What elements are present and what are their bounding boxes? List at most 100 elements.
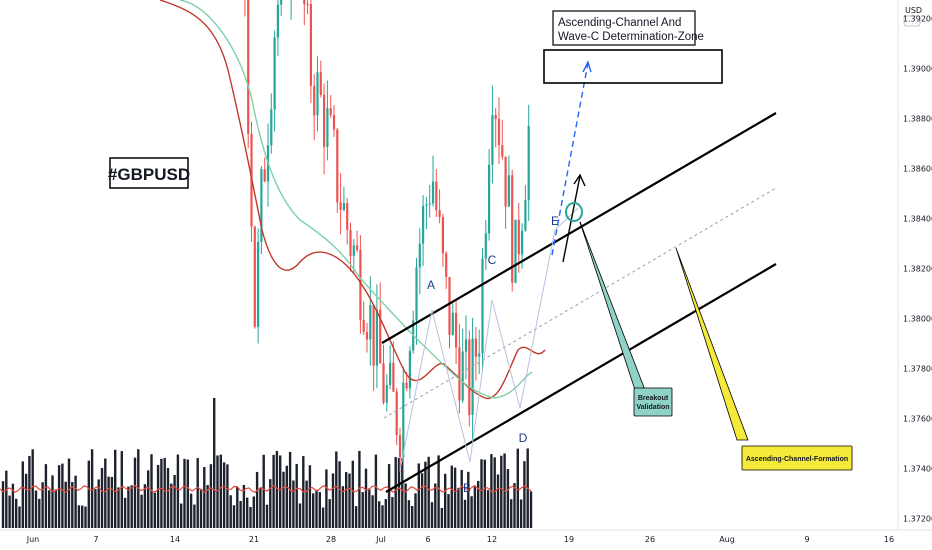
volume-bar bbox=[430, 502, 434, 528]
time-tick-label: 19 bbox=[564, 535, 574, 544]
price-tick-label: 1.39200 bbox=[903, 15, 932, 24]
volume-bar bbox=[397, 458, 401, 528]
breakout-callout-tail bbox=[579, 221, 646, 391]
volume-bar bbox=[262, 454, 265, 528]
volume-bar bbox=[173, 475, 176, 528]
volume-bar bbox=[77, 505, 81, 528]
volume-bar bbox=[74, 475, 77, 528]
volume-bar bbox=[378, 501, 381, 528]
volume-bar bbox=[219, 454, 222, 528]
volume-bar bbox=[5, 470, 8, 528]
volume-bar bbox=[242, 484, 246, 528]
ma-fast-line bbox=[159, 0, 546, 399]
candle-body bbox=[280, 0, 283, 5]
price-axis: USD1.412001.410001.406001.404001.402001.… bbox=[897, 0, 932, 530]
volume-bar bbox=[338, 461, 341, 528]
volume-bar bbox=[133, 457, 137, 528]
volume-bar bbox=[414, 493, 417, 528]
candle-body bbox=[501, 145, 504, 157]
candle-body bbox=[428, 203, 431, 205]
volume-bar bbox=[232, 505, 236, 528]
volume-bar bbox=[107, 476, 110, 528]
volume-bar bbox=[473, 485, 477, 528]
volume-bar bbox=[315, 490, 318, 528]
volume-bar bbox=[348, 473, 351, 528]
volume-bar bbox=[153, 492, 156, 528]
candle-body bbox=[389, 362, 392, 386]
candle-body bbox=[494, 114, 497, 120]
candle-body bbox=[445, 253, 448, 278]
candle-body bbox=[395, 391, 398, 436]
volume-bar bbox=[272, 454, 275, 528]
volume-bar bbox=[123, 497, 127, 528]
time-tick-label: 16 bbox=[884, 535, 894, 544]
wave-label-b: B bbox=[463, 481, 471, 495]
volume-bar bbox=[437, 455, 440, 528]
volume-bar bbox=[48, 490, 51, 528]
ma-slow-line bbox=[179, 0, 533, 399]
volume-bar bbox=[8, 495, 11, 528]
volume-bar bbox=[186, 459, 189, 528]
time-tick-label: Jun bbox=[26, 535, 40, 544]
volume-bar bbox=[196, 458, 199, 528]
volume-bar bbox=[87, 460, 90, 528]
volume-bar bbox=[457, 487, 460, 528]
volume-bar bbox=[163, 457, 166, 528]
channel-callout-pointer bbox=[675, 247, 749, 441]
volume-bar bbox=[325, 469, 328, 528]
candle-body bbox=[408, 350, 411, 389]
zone-title-line-1: Ascending-Channel And bbox=[558, 17, 681, 29]
volume-bar bbox=[496, 474, 500, 528]
target-arrowhead bbox=[582, 60, 592, 73]
volume-bar bbox=[1, 481, 5, 528]
candle-body bbox=[382, 363, 385, 403]
candle-body bbox=[402, 382, 405, 458]
volume-bar bbox=[239, 501, 242, 528]
candle-body bbox=[468, 339, 471, 415]
volume-bar bbox=[523, 461, 526, 528]
time-tick-label: 21 bbox=[249, 535, 259, 544]
volume-bar bbox=[275, 450, 279, 528]
volume-bar bbox=[18, 506, 21, 528]
price-tick-label: 1.37200 bbox=[903, 515, 932, 524]
wave-projection-path bbox=[399, 207, 579, 471]
candle-body bbox=[435, 181, 438, 211]
volume-bar bbox=[318, 492, 321, 528]
volume-bar bbox=[104, 458, 107, 528]
volume-bar bbox=[259, 487, 262, 528]
price-tick-label: 1.38600 bbox=[903, 165, 932, 174]
candle-body bbox=[425, 204, 428, 206]
breakout-circle bbox=[565, 202, 583, 222]
volume-bar bbox=[31, 449, 34, 528]
volume-bar bbox=[417, 463, 420, 528]
volume-bar bbox=[384, 499, 387, 528]
channel-midline bbox=[383, 187, 777, 419]
volume-bar bbox=[265, 504, 269, 528]
candle-body bbox=[521, 230, 524, 255]
candle-body bbox=[260, 169, 263, 243]
wave-label-d: D bbox=[519, 431, 528, 445]
volume-bar bbox=[463, 499, 467, 528]
volume-bar bbox=[467, 471, 470, 528]
candle-body bbox=[365, 332, 369, 340]
volume-bar bbox=[374, 454, 378, 528]
time-tick-label: 14 bbox=[170, 535, 180, 544]
candle-body bbox=[303, 0, 306, 5]
volume-bar bbox=[176, 454, 180, 528]
volume-bar bbox=[100, 468, 104, 528]
candle-body bbox=[524, 200, 527, 231]
candle-body bbox=[478, 353, 481, 357]
price-tick-label: 1.37600 bbox=[903, 415, 932, 424]
price-tick-label: 1.38800 bbox=[903, 115, 932, 124]
drawings bbox=[109, 10, 853, 493]
candle-body bbox=[247, 0, 250, 134]
candle-body bbox=[369, 305, 372, 340]
candle-body bbox=[474, 338, 477, 357]
volume-bar bbox=[166, 468, 170, 528]
target-projection-line bbox=[551, 62, 589, 256]
volume-bar bbox=[434, 483, 437, 528]
volume-bars bbox=[0, 398, 533, 528]
volume-bar bbox=[460, 470, 463, 528]
volume-bar bbox=[130, 485, 133, 528]
volume-bar bbox=[110, 477, 114, 528]
